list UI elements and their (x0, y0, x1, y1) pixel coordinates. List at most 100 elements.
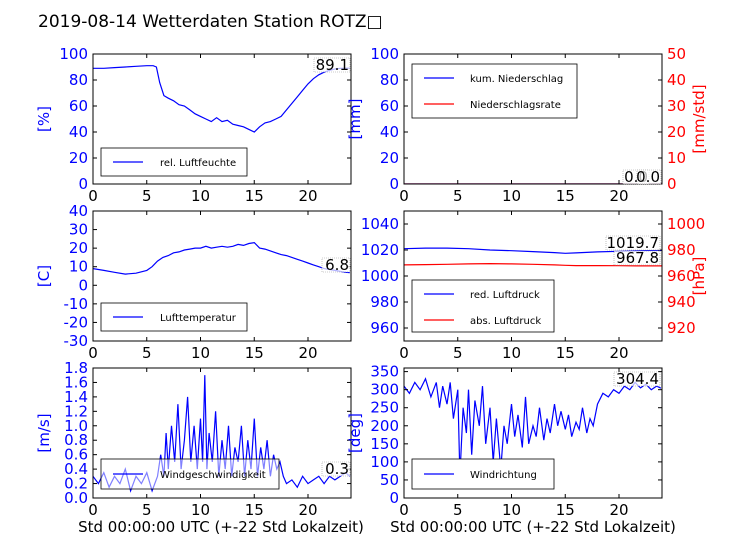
x-tick-label: 20 (298, 344, 317, 362)
y-tick-label: 150 (370, 435, 399, 453)
y-tick-label: 30 (69, 221, 88, 239)
series-line-pressure-1 (404, 262, 662, 267)
y-tick-label: 0.0 (64, 489, 88, 507)
y-tick-label: 0 (389, 489, 399, 507)
chart-panel-winddirection: 0 5 10 15 20050100150200250300350[deg]Windri… (346, 363, 663, 519)
y-tick-label: 0 (78, 175, 88, 193)
plot-frame (92, 210, 352, 342)
y-axis-label-right: [mm/std] (690, 84, 708, 153)
y-tick-label: 20 (69, 149, 88, 167)
x-tick-label: 10 (502, 344, 521, 362)
y-tick-label: 250 (370, 399, 399, 417)
x-tick-label: 15 (556, 187, 575, 205)
y-right-tick-label: 960 (667, 267, 696, 285)
x-tick-label: 0 (88, 501, 98, 519)
x-tick-label: 5 (142, 187, 152, 205)
y-tick-label: 50 (380, 471, 399, 489)
value-annotation-box (613, 250, 661, 266)
value-annotation: 304.4 (616, 370, 659, 388)
y-axis-label: [mm] (346, 99, 364, 140)
legend-label: kum. Niederschlag (470, 74, 563, 85)
y-tick-label: 0 (78, 276, 88, 294)
y-tick-label: 1040 (361, 215, 399, 233)
y-tick-label: 1000 (361, 267, 399, 285)
x-tick-label: 15 (556, 501, 575, 519)
y-tick-label: 0.8 (64, 431, 88, 449)
y-tick-label: 0.4 (64, 460, 88, 478)
y-tick-label: 40 (69, 202, 88, 220)
value-annotation-box (613, 371, 661, 387)
y-tick-label: 960 (370, 319, 399, 337)
legend-label: Lufttemperatur (160, 313, 237, 324)
legend-label: rel. Luftfeuchte (160, 158, 236, 169)
chart-panel-pressure: 0 5 10 15 20 960 980 1000 1020 1040 920 940 960 980 10… (361, 210, 708, 362)
legend-box (100, 458, 280, 490)
y-tick-label: 1.8 (64, 359, 88, 377)
y-tick-label: 1.0 (64, 417, 88, 435)
x-tick-label: 0 (399, 501, 409, 519)
value-annotation-box (313, 57, 351, 73)
y-tick-label: 1020 (361, 241, 399, 259)
y-tick-label: 100 (370, 45, 399, 63)
x-tick-label: 10 (191, 344, 210, 362)
plot-frame (403, 53, 663, 185)
legend-label: Windrichtung (470, 470, 537, 481)
value-annotation: 6.8 (325, 256, 349, 274)
y-tick-label: -10 (64, 295, 89, 313)
y-axis-label-right: [hPa] (690, 257, 708, 296)
y-right-tick-label: 40 (667, 71, 686, 89)
x-tick-label: 5 (453, 501, 463, 519)
plot-frame (403, 367, 663, 499)
y-tick-label: 40 (69, 123, 88, 141)
x-tick-label: 0 (88, 187, 98, 205)
figure-title: 2019-08-14 Wetterdaten Station ROTZ□ (38, 12, 383, 32)
x-tick-label: 0 (88, 344, 98, 362)
y-right-tick-label: 0 (667, 175, 677, 193)
series-line-humidity-0 (93, 65, 350, 133)
series-line-temperature-0 (93, 241, 350, 275)
y-axis-label: [deg] (346, 413, 364, 453)
y-tick-label: 20 (69, 239, 88, 257)
xlabel-right: Std 00:00:00 UTC (+-22 Std Lokalzeit) (390, 518, 676, 536)
x-tick-label: 15 (245, 501, 264, 519)
y-tick-label: 0.6 (64, 446, 88, 464)
value-annotation-box (605, 235, 661, 251)
legend-label: Niederschlagsrate (470, 100, 561, 111)
y-right-tick-label: 980 (667, 241, 696, 259)
y-tick-label: 100 (370, 453, 399, 471)
x-tick-label: 20 (609, 187, 628, 205)
y-tick-label: 80 (380, 71, 399, 89)
value-annotation: 1019.7 (607, 234, 660, 252)
y-tick-label: 0.2 (64, 475, 88, 493)
y-right-tick-label: 940 (667, 293, 696, 311)
x-tick-label: 5 (453, 344, 463, 362)
y-tick-label: 350 (370, 363, 399, 381)
x-tick-label: 20 (298, 187, 317, 205)
chart-panel-temperature: 0 5 10 15 20-30-20-10010203040[C]Lufttempera… (35, 202, 352, 362)
legend-box (411, 63, 578, 119)
y-tick-label: 60 (69, 97, 88, 115)
y-right-tick-label: 30 (667, 97, 686, 115)
x-tick-label: 0 (399, 344, 409, 362)
y-tick-label: 40 (380, 123, 399, 141)
y-tick-label: -30 (64, 332, 89, 350)
value-annotation-box (321, 461, 351, 477)
y-tick-label: 60 (380, 97, 399, 115)
y-tick-label: 10 (69, 258, 88, 276)
legend-label: abs. Luftdruck (470, 316, 541, 327)
y-right-tick-label: 10 (667, 149, 686, 167)
y-tick-label: 200 (370, 417, 399, 435)
y-tick-label: 1.4 (64, 388, 88, 406)
y-tick-label: 1.2 (64, 402, 88, 420)
y-right-tick-label: 20 (667, 123, 686, 141)
y-tick-label: 1.6 (64, 373, 88, 391)
y-tick-label: 20 (380, 149, 399, 167)
x-tick-label: 10 (191, 187, 210, 205)
plot-frame (92, 53, 352, 185)
x-tick-label: 10 (502, 187, 521, 205)
x-tick-label: 15 (245, 344, 264, 362)
legend-label: red. Luftdruck (470, 290, 540, 301)
y-tick-label: 100 (59, 45, 88, 63)
x-tick-label: 15 (556, 344, 575, 362)
